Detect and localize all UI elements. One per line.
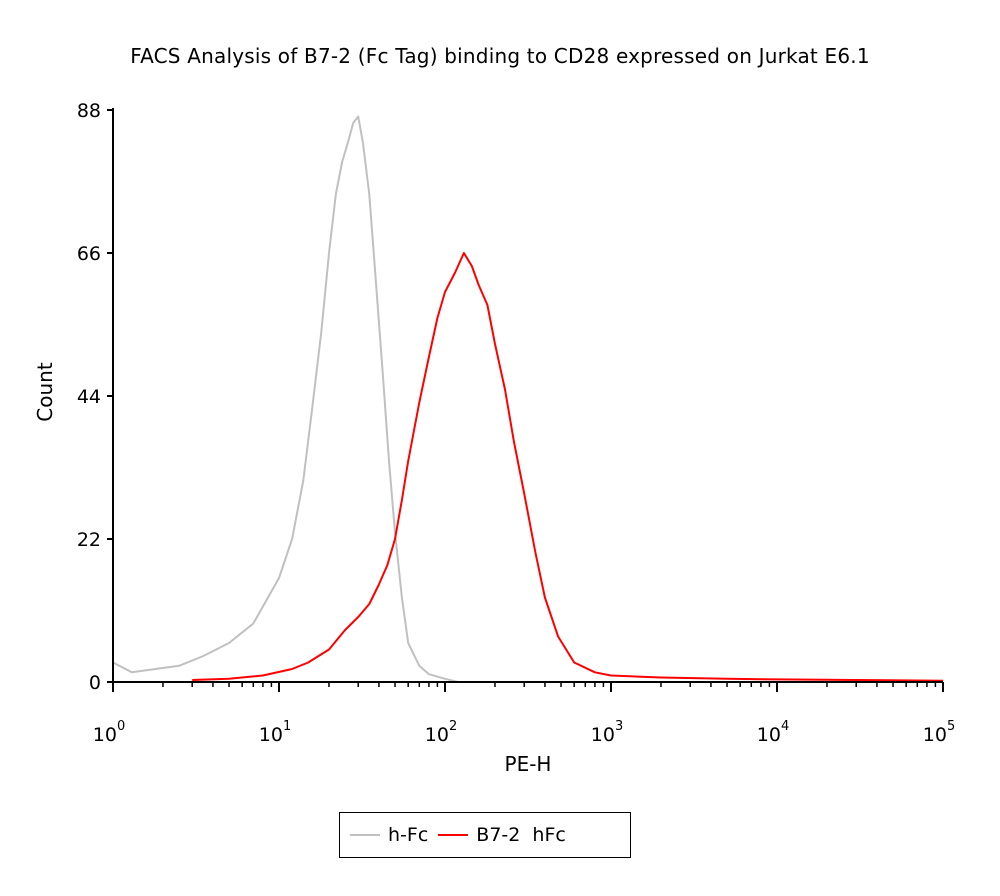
x-tick-layer: 100 101 102 103 104 105 xyxy=(93,682,955,746)
legend-item-h-fc: h-Fc xyxy=(350,824,428,846)
legend-label-b7-2-hfc: B7-2 hFc xyxy=(476,824,566,846)
x-tick-label: 104 xyxy=(757,719,789,746)
series-line-b7-2-hfc xyxy=(192,252,944,682)
x-tick-label: 101 xyxy=(259,719,291,746)
y-tick-layer: 0 22 44 66 88 xyxy=(77,100,113,694)
x-tick-label: 103 xyxy=(591,719,623,746)
x-tick-label: 105 xyxy=(923,719,955,746)
y-axis-label: Count xyxy=(33,362,57,422)
chart-title: FACS Analysis of B7-2 (Fc Tag) binding t… xyxy=(130,44,870,68)
legend-swatch-b7-2-hfc xyxy=(438,834,469,836)
y-tick-label: 88 xyxy=(77,100,101,122)
x-axis-label: PE-H xyxy=(505,752,552,776)
legend-swatch-h-fc xyxy=(350,834,380,836)
legend-label-h-fc: h-Fc xyxy=(388,824,429,846)
legend-item-b7-2-hfc: B7-2 hFc xyxy=(438,824,566,846)
series-line-h-fc xyxy=(112,115,459,683)
y-tick-label: 44 xyxy=(77,386,101,408)
y-tick-label: 22 xyxy=(77,529,101,551)
series-layer xyxy=(112,115,944,683)
axes-layer xyxy=(112,108,943,683)
y-tick-label: 66 xyxy=(77,243,101,265)
y-tick-label: 0 xyxy=(89,672,101,694)
x-tick-label: 102 xyxy=(425,719,457,746)
x-tick-label: 100 xyxy=(93,719,125,746)
legend: h-Fc B7-2 hFc xyxy=(339,812,631,858)
histogram-plot: 0 22 44 66 88 100 101 102 103 104 105 PE-H Count xyxy=(33,100,955,776)
